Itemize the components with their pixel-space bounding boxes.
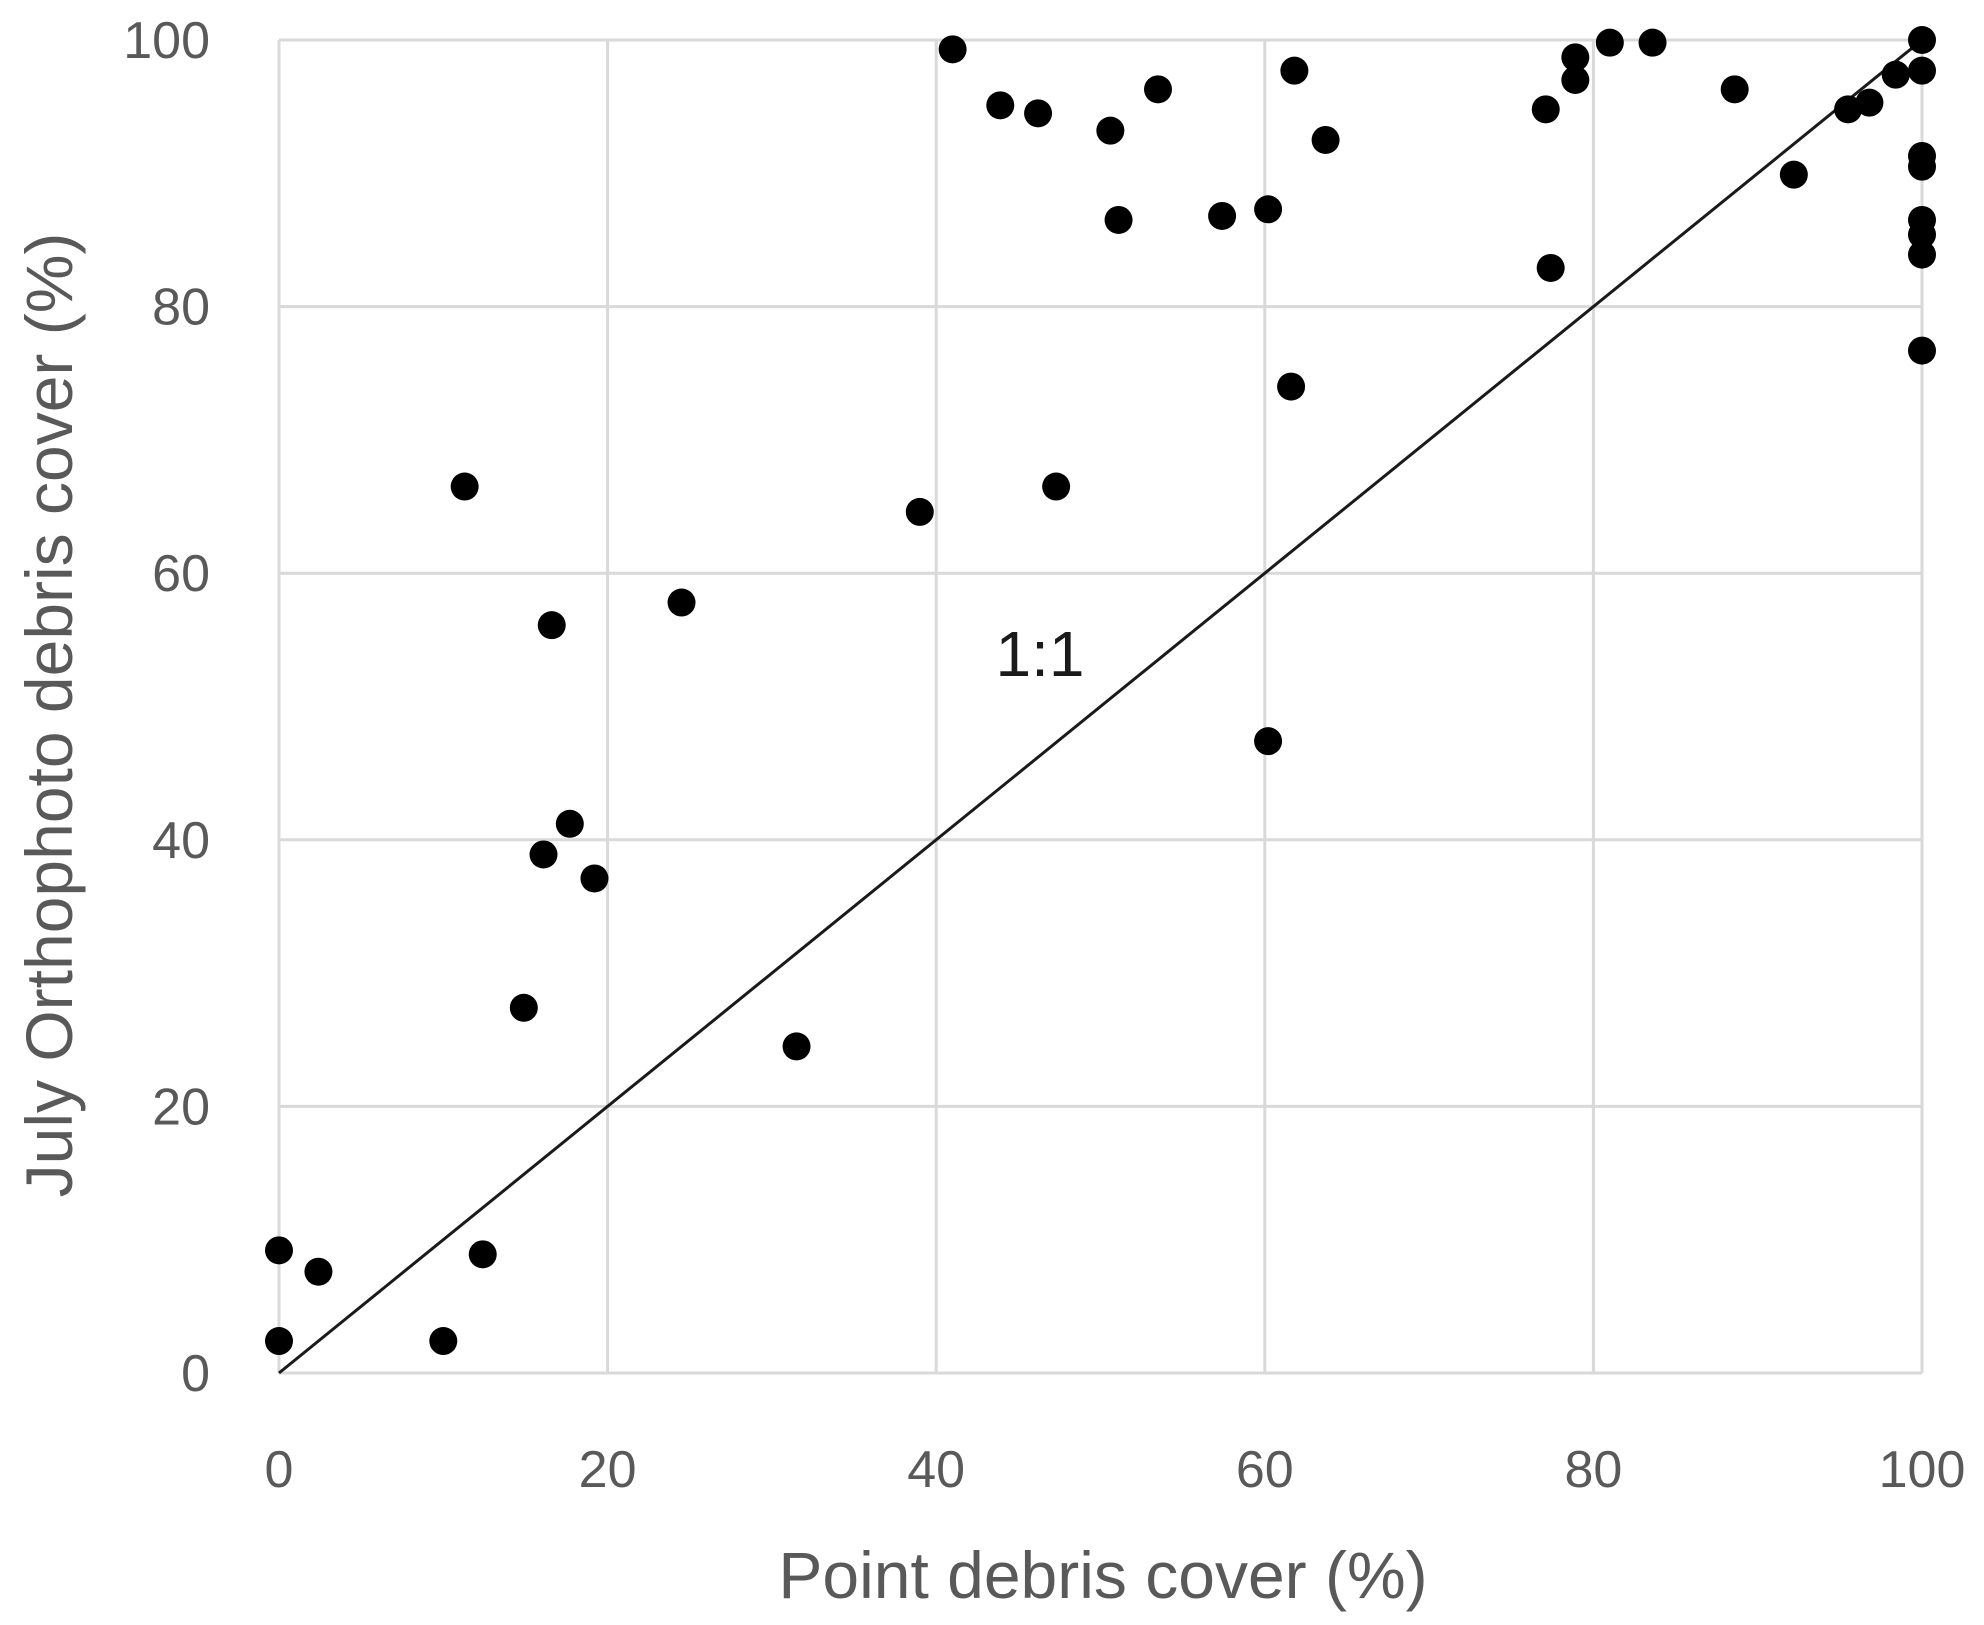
data-point — [938, 35, 967, 64]
data-point — [1779, 160, 1808, 189]
data-point — [905, 497, 934, 526]
data-point — [1208, 201, 1237, 230]
y-tick-label: 20 — [152, 1078, 210, 1136]
x-tick-label: 80 — [1564, 1441, 1622, 1499]
data-point — [509, 993, 538, 1022]
y-tick-label: 100 — [123, 12, 210, 70]
data-point — [304, 1257, 333, 1286]
data-point — [667, 588, 696, 617]
data-point — [1042, 472, 1071, 501]
data-point — [1855, 88, 1884, 117]
data-point — [782, 1032, 811, 1061]
data-point — [1595, 28, 1624, 57]
data-points — [265, 26, 1936, 1356]
data-point — [555, 809, 584, 838]
data-point — [1561, 43, 1590, 72]
data-point — [1024, 99, 1053, 128]
reference-line-label: 1:1 — [996, 618, 1085, 690]
data-point — [1536, 253, 1565, 282]
x-tick-label: 100 — [1879, 1441, 1966, 1499]
data-point — [1277, 372, 1306, 401]
x-axis-title: Point debris cover (%) — [778, 1538, 1427, 1612]
y-axis-title: July Orthophoto debris cover (%) — [12, 233, 86, 1198]
one-to-one-line — [278, 38, 1923, 1375]
data-point — [1908, 240, 1936, 269]
data-point — [1908, 220, 1936, 249]
x-tick-label: 20 — [579, 1441, 637, 1499]
y-tick-label: 40 — [152, 812, 210, 870]
data-point — [1096, 116, 1125, 145]
data-point — [1254, 195, 1283, 224]
data-point — [537, 611, 566, 640]
data-point — [529, 840, 558, 869]
data-point — [1561, 65, 1590, 94]
data-point — [1834, 95, 1863, 124]
data-point — [1908, 152, 1936, 181]
y-tick-label: 80 — [152, 279, 210, 337]
data-point — [1638, 28, 1667, 57]
data-point — [1908, 336, 1936, 365]
data-point — [1311, 125, 1340, 154]
data-point — [1881, 60, 1910, 89]
data-point — [429, 1327, 458, 1356]
data-point — [1908, 56, 1936, 85]
data-point — [1280, 56, 1309, 85]
data-point — [1720, 75, 1749, 104]
x-tick-label: 60 — [1236, 1441, 1294, 1499]
data-point — [1531, 95, 1560, 124]
data-point — [986, 91, 1015, 120]
data-point — [1104, 205, 1133, 234]
x-tick-label: 40 — [907, 1441, 965, 1499]
y-tick-label: 60 — [152, 545, 210, 603]
y-tick-label: 0 — [181, 1345, 210, 1403]
data-point — [265, 1327, 293, 1356]
data-point — [1144, 75, 1173, 104]
data-point — [450, 472, 479, 501]
data-point — [1908, 26, 1936, 54]
data-point — [468, 1240, 497, 1269]
data-point — [1254, 727, 1283, 756]
x-tick-label: 0 — [265, 1441, 294, 1499]
data-point — [580, 864, 609, 893]
reference-line-layer — [278, 38, 1923, 1375]
data-point — [265, 1236, 293, 1265]
tick-labels: 0 20 40 60 80 100 0 20 40 60 80 100 — [123, 12, 1965, 1499]
